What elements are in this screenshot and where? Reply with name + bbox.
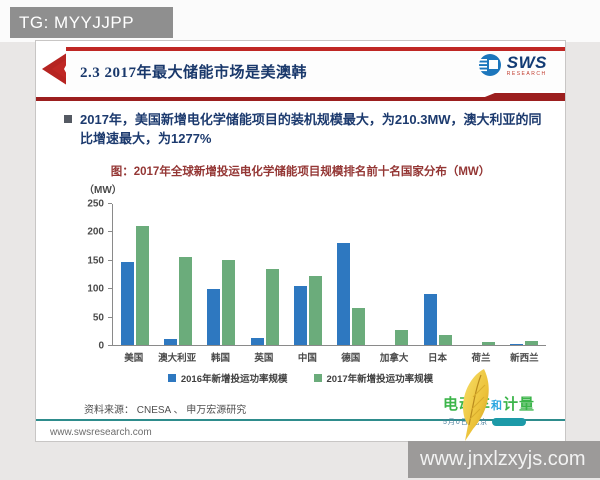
slide-header: 2.3 2017年最大储能市场是美澳韩 SWS RESEARCH	[36, 47, 565, 91]
bar	[525, 341, 539, 345]
bar-group	[380, 204, 409, 345]
website-link[interactable]: www.swsresearch.com	[50, 427, 152, 438]
bar-group	[510, 204, 539, 345]
sws-logo: SWS RESEARCH	[476, 52, 547, 78]
x-axis-label: 韩国	[211, 353, 231, 364]
legend-label: 2017年新增投运功率规模	[326, 374, 434, 385]
x-axis-label: 日本	[428, 353, 448, 364]
bar-group	[467, 204, 496, 345]
chart-legend: 2016年新增投运功率规模 2017年新增投运功率规模	[36, 371, 565, 385]
bar	[265, 268, 279, 345]
bar	[352, 308, 366, 345]
y-tick-label: 250	[87, 198, 104, 210]
legend-item: 2016年新增投运功率规模	[167, 371, 288, 385]
header-underline	[36, 93, 565, 103]
y-tickmark	[108, 259, 112, 261]
bar-group	[337, 204, 366, 345]
x-axis-label: 澳大利亚	[158, 353, 197, 364]
bar	[135, 225, 149, 345]
y-tick-label: 50	[92, 312, 104, 324]
bar	[178, 256, 192, 345]
top-watermark-text: TG: MYYJJPP	[19, 12, 135, 32]
bar	[438, 334, 452, 345]
bar	[423, 293, 437, 345]
x-axis-label: 荷兰	[471, 353, 491, 364]
header-band: 2.3 2017年最大储能市场是美澳韩	[66, 47, 565, 91]
legend-swatch-icon	[313, 374, 322, 382]
key-point: 2017年，美国新增电化学储能项目的装机规模最大，为210.3MW，澳大利亚的同…	[64, 111, 542, 149]
bar	[222, 259, 236, 345]
x-axis-label: 新西兰	[510, 353, 539, 364]
bar-groups	[113, 204, 546, 345]
sws-logo-subtext: RESEARCH	[506, 70, 547, 77]
bar	[120, 261, 134, 345]
y-tick-label: 100	[87, 283, 104, 295]
chart-title: 图：2017年全球新增投运电化学储能项目规模排名前十名国家分布（MW）	[110, 166, 491, 178]
bullet-square-icon	[64, 115, 72, 123]
sws-globe-icon	[476, 54, 501, 76]
legend-swatch-icon	[167, 374, 176, 382]
y-tick-label: 150	[87, 255, 104, 267]
bar	[395, 329, 409, 345]
y-axis-unit-label: （MW）	[84, 185, 122, 196]
bar	[163, 338, 177, 345]
y-tickmark	[108, 345, 112, 346]
feather-icon	[463, 369, 489, 441]
y-tick-label: 200	[87, 226, 104, 238]
y-tick-label: 0	[98, 340, 104, 352]
sws-logo-text: SWS	[506, 52, 547, 72]
x-axis-label: 美国	[124, 353, 144, 364]
x-axis-label: 英国	[254, 353, 274, 364]
bar-group	[120, 204, 149, 345]
bar	[293, 285, 307, 345]
legend-label: 2016年新增投运功率规模	[180, 374, 288, 385]
bar-group	[250, 204, 279, 345]
source-note: 资料来源： CNESA 、 申万宏源研究	[84, 405, 247, 416]
bar-chart	[112, 204, 546, 346]
legend-item: 2017年新增投运功率规模	[313, 371, 434, 385]
x-axis-label: 加拿大	[379, 353, 409, 364]
y-tickmark	[108, 316, 112, 318]
bar-group	[163, 204, 192, 345]
slide: 2.3 2017年最大储能市场是美澳韩 SWS RESEARCH 2017年，美…	[35, 40, 566, 442]
bar-group	[423, 204, 452, 345]
bar	[337, 242, 351, 345]
bar	[250, 338, 264, 345]
bottom-watermark: www.jnxlzxyjs.com	[408, 441, 600, 478]
y-tickmark	[108, 288, 112, 290]
brand-tagline: 5月0日·北京	[443, 419, 489, 426]
x-axis-label: 德国	[341, 353, 361, 364]
bar-group	[293, 204, 322, 345]
x-axis-label: 中国	[297, 353, 317, 364]
bar-group	[207, 204, 236, 345]
y-axis: 0 50 100 150 200 250	[76, 199, 112, 352]
y-tickmark	[108, 203, 112, 204]
y-tickmark	[108, 231, 112, 233]
bar	[482, 342, 496, 345]
footer-divider	[36, 419, 565, 421]
bar	[308, 276, 322, 345]
key-point-text: 2017年，美国新增电化学储能项目的装机规模最大，为210.3MW，澳大利亚的同…	[80, 112, 542, 146]
page-title: 2.3 2017年最大储能市场是美澳韩	[80, 64, 308, 81]
brand-badge	[492, 418, 527, 426]
bar	[207, 289, 221, 345]
brand-subline: 5月0日·北京	[443, 417, 559, 427]
x-axis-labels: 美国 澳大利亚 韩国 英国 中国 德国 加拿大 日本 荷兰 新西兰	[112, 350, 546, 364]
bottom-watermark-text: www.jnxlzxyjs.com	[420, 448, 586, 470]
bar	[510, 343, 524, 345]
top-watermark: TG: MYYJJPP	[10, 7, 173, 38]
